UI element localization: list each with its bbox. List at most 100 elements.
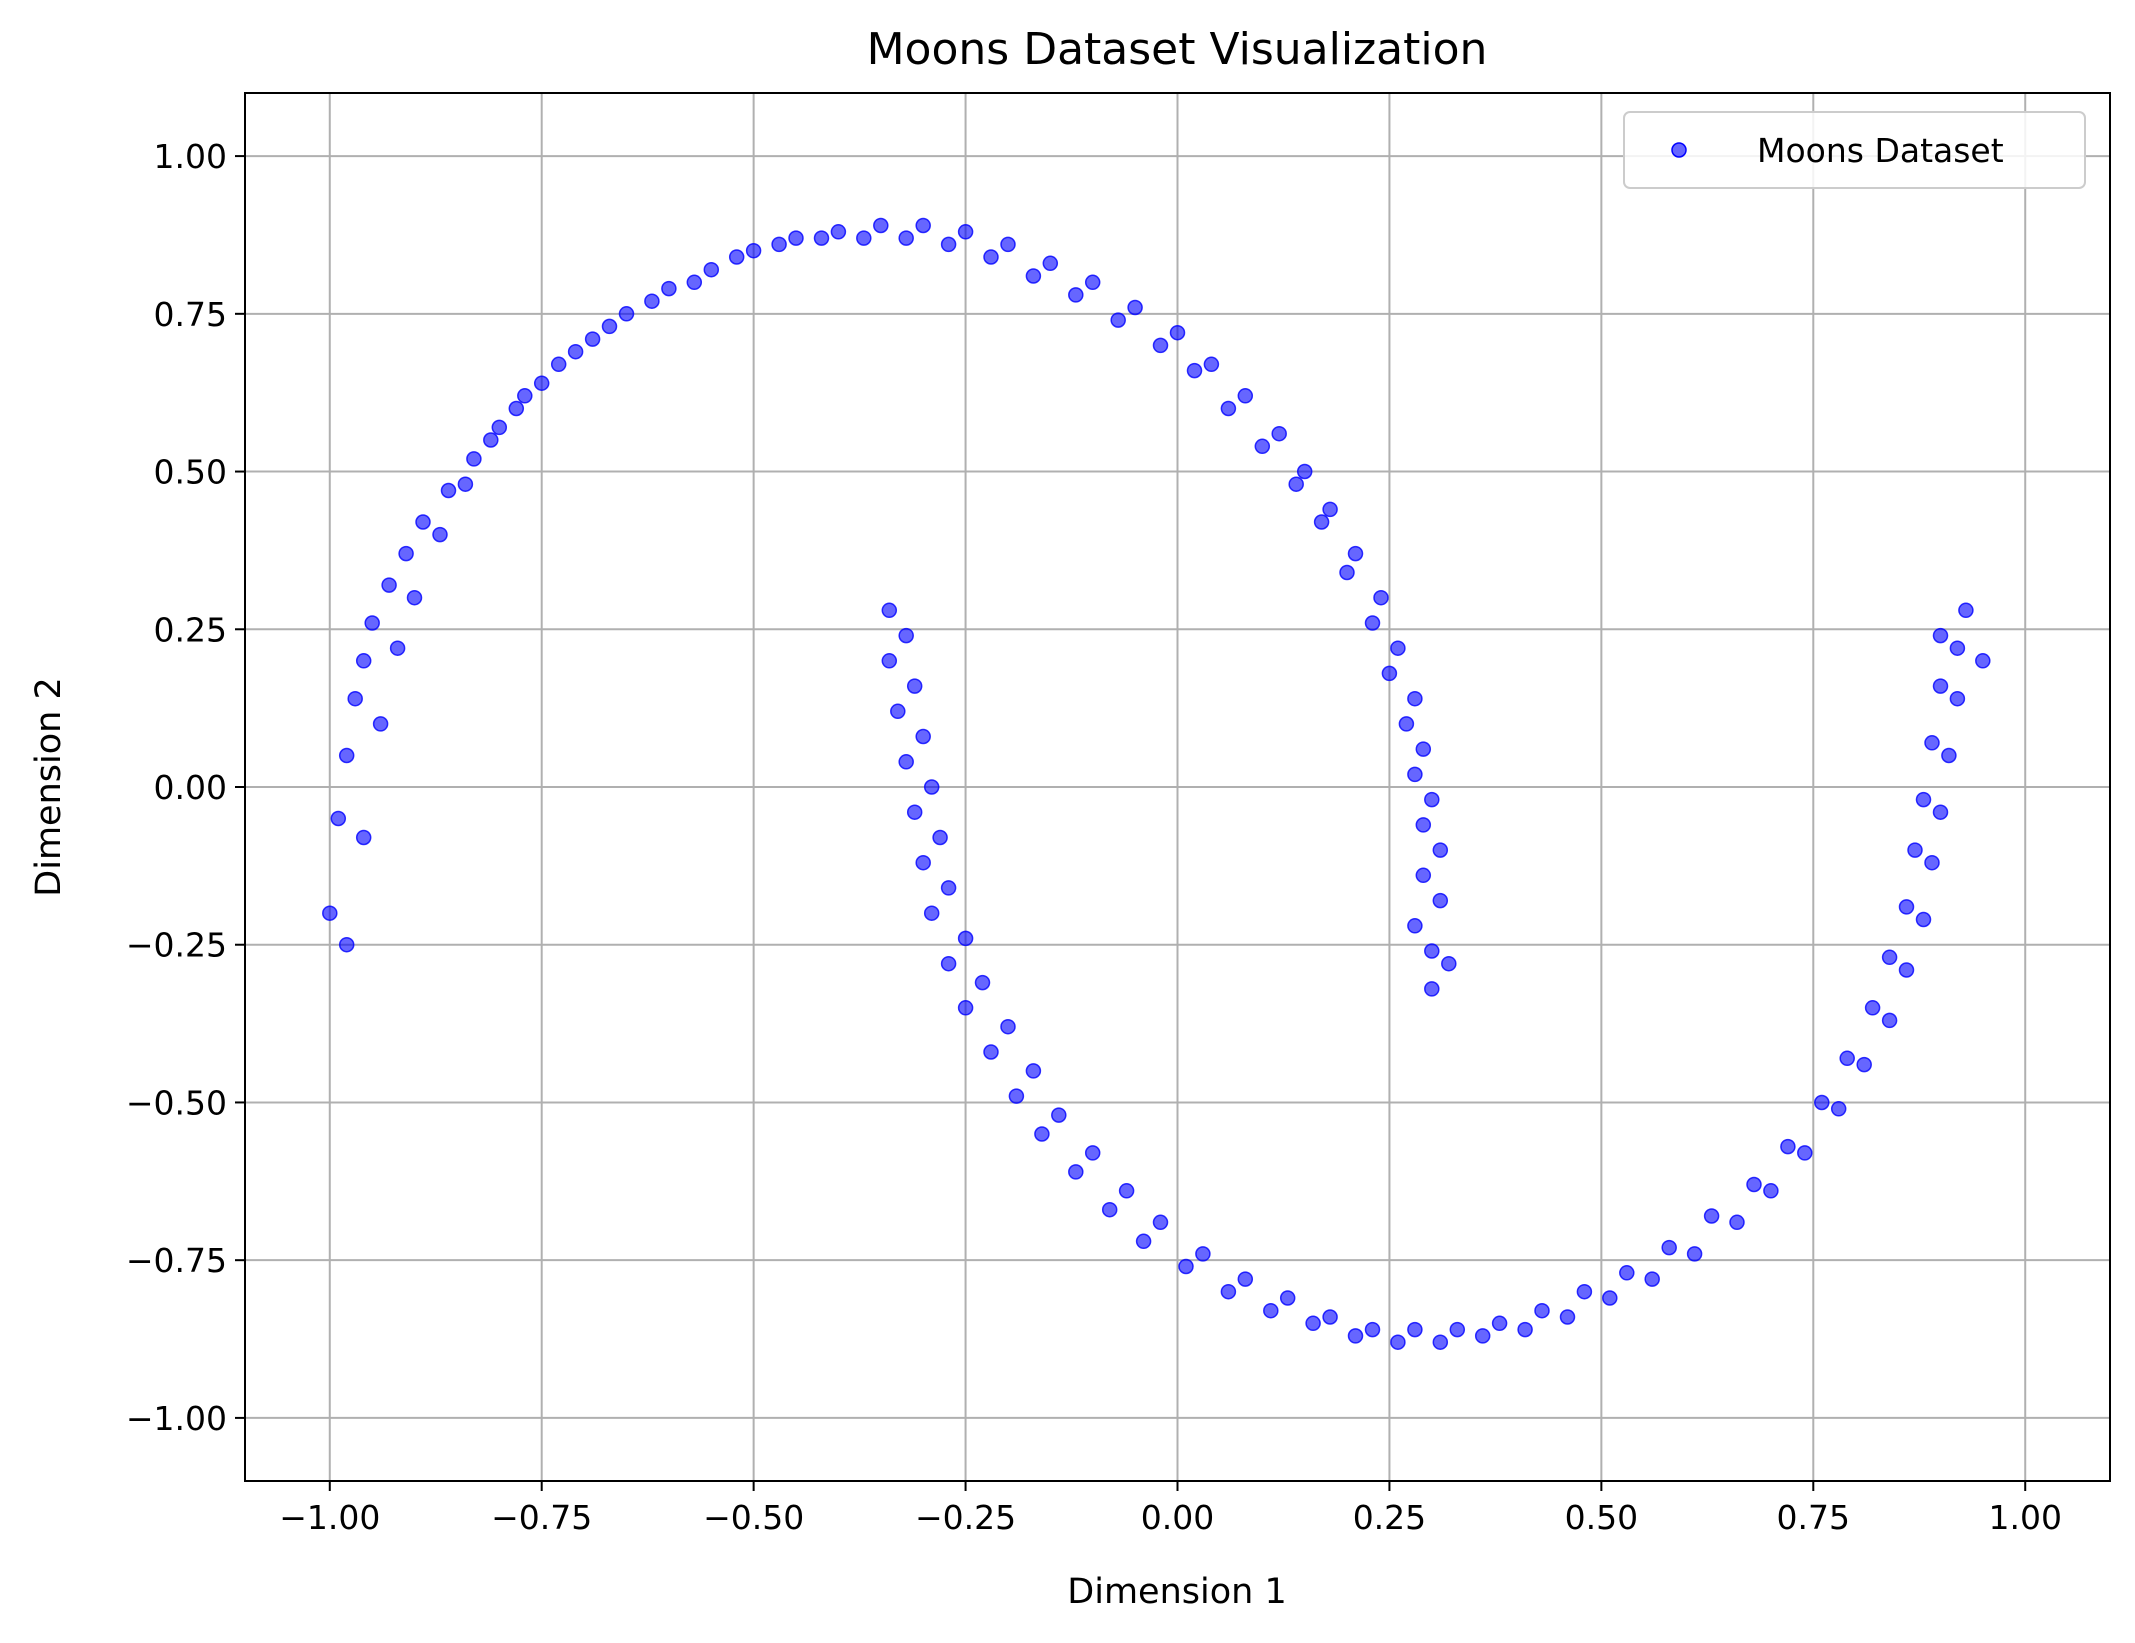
- data-point: [601, 318, 618, 335]
- x-tick-label: −0.50: [703, 1498, 804, 1537]
- data-point: [1288, 476, 1304, 492]
- data-point: [957, 930, 974, 947]
- data-point: [1644, 1271, 1660, 1287]
- data-point: [1101, 1201, 1118, 1218]
- y-tick-label: 0.00: [154, 768, 227, 807]
- data-point: [372, 716, 389, 732]
- data-point: [1924, 735, 1940, 751]
- data-point: [1339, 564, 1355, 581]
- x-axis-label: Dimension 1: [1067, 1572, 1286, 1612]
- data-point: [1924, 854, 1940, 871]
- y-tick-label: −0.75: [126, 1241, 227, 1280]
- data-point: [644, 293, 660, 309]
- data-point: [1907, 842, 1923, 858]
- x-tick-label: −1.00: [279, 1498, 380, 1537]
- data-point: [1237, 1271, 1254, 1287]
- data-point: [856, 230, 872, 246]
- data-point: [550, 356, 567, 373]
- data-point: [1491, 1315, 1508, 1332]
- y-axis-label: Dimension 2: [29, 677, 69, 896]
- data-point: [1373, 589, 1389, 606]
- data-point: [1534, 1302, 1550, 1319]
- data-point: [1042, 255, 1059, 272]
- data-point: [1279, 1290, 1296, 1306]
- y-tick-label: 0.25: [154, 610, 227, 649]
- data-point: [1127, 299, 1143, 316]
- y-tick-label: 0.75: [154, 295, 227, 334]
- data-point: [1034, 1126, 1050, 1142]
- data-point: [1322, 501, 1338, 518]
- data-point: [1415, 867, 1432, 884]
- data-point: [1178, 1258, 1194, 1275]
- data-point: [974, 974, 991, 991]
- data-point: [398, 545, 414, 562]
- data-point: [1271, 425, 1287, 442]
- y-tick-label: −0.25: [126, 926, 227, 965]
- y-tick-label: −0.50: [126, 1083, 227, 1122]
- data-point: [1068, 287, 1084, 303]
- data-point: [1169, 324, 1186, 341]
- data-point: [1432, 1334, 1449, 1350]
- data-point: [745, 242, 762, 259]
- data-point: [983, 249, 999, 265]
- data-point: [1958, 602, 1974, 619]
- data-point: [1381, 665, 1398, 682]
- data-point: [1746, 1176, 1762, 1193]
- data-point: [1186, 362, 1203, 379]
- data-point: [1432, 842, 1449, 858]
- data-point: [1797, 1145, 1813, 1161]
- data-point: [1415, 817, 1432, 833]
- data-point: [1068, 1164, 1084, 1180]
- data-point: [1763, 1183, 1779, 1199]
- data-point: [983, 1044, 999, 1060]
- data-point: [932, 829, 948, 846]
- legend: Moons Dataset: [1623, 111, 2086, 189]
- data-point: [1932, 627, 1949, 644]
- data-point: [1364, 615, 1381, 631]
- data-point: [1441, 955, 1457, 972]
- data-point: [381, 577, 397, 593]
- data-point: [483, 432, 499, 448]
- data-point: [406, 589, 423, 606]
- data-point: [618, 306, 635, 322]
- data-point: [347, 690, 363, 707]
- data-point: [1407, 766, 1423, 783]
- data-point: [906, 804, 923, 820]
- data-point: [1576, 1283, 1593, 1300]
- data-point: [923, 905, 940, 921]
- data-point: [1263, 1302, 1279, 1319]
- data-point: [1313, 514, 1330, 530]
- data-point: [440, 482, 457, 499]
- data-point: [330, 810, 347, 827]
- data-point: [1432, 892, 1449, 909]
- data-point: [1661, 1239, 1677, 1256]
- x-tick-label: 0.50: [1565, 1498, 1638, 1537]
- data-point: [1407, 918, 1423, 934]
- data-point: [1407, 690, 1423, 707]
- data-point: [1152, 337, 1169, 354]
- data-point: [915, 854, 931, 871]
- x-tick-label: 1.00: [1988, 1498, 2061, 1537]
- data-point: [1237, 388, 1254, 404]
- data-point: [338, 936, 355, 953]
- data-point: [1220, 400, 1237, 417]
- data-point: [457, 476, 474, 492]
- legend-marker: [1671, 142, 1687, 158]
- data-point: [788, 230, 804, 246]
- x-tick-label: −0.75: [491, 1498, 592, 1537]
- data-point: [1517, 1321, 1533, 1338]
- data-point: [567, 343, 584, 360]
- data-point: [813, 230, 830, 246]
- data-point: [1915, 791, 1932, 808]
- data-point: [1025, 1063, 1042, 1079]
- data-point: [1407, 1321, 1423, 1338]
- data-point: [1364, 1321, 1381, 1338]
- data-point: [1415, 741, 1432, 757]
- data-point: [1025, 268, 1042, 284]
- y-axis-ticks: −1.00 −0.75 −0.50 −0.25 0.00 0.25 0.50 0.75 1.00: [126, 137, 245, 1438]
- data-point: [890, 703, 906, 720]
- data-point: [915, 217, 931, 234]
- data-point: [491, 419, 508, 436]
